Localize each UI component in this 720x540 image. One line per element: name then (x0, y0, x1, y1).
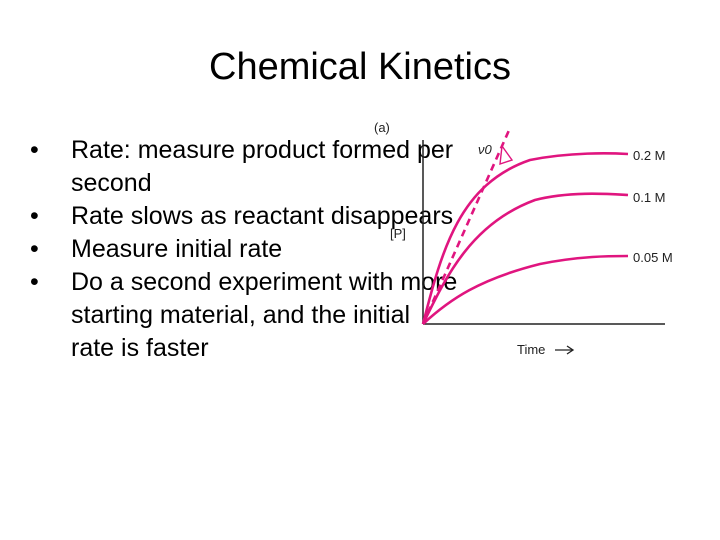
panel-label: (a) (374, 120, 390, 135)
curve-0.05 (422, 254, 629, 325)
curve-label-0.2: 0.2 M (633, 148, 666, 163)
bullet-list: Rate: measure product formed per second … (30, 134, 460, 365)
tangent-label: ν0 (478, 142, 493, 157)
curve-label-0.05: 0.05 M (633, 250, 673, 265)
curve-label-0.1: 0.1 M (633, 190, 666, 205)
bullet-item: Measure initial rate (30, 233, 460, 266)
bullet-item: Rate slows as reactant disappears (30, 200, 460, 233)
tangent-slope-marker (499, 144, 514, 166)
curve-0.2 (421, 152, 629, 325)
curve-0.1 (421, 192, 629, 325)
slide-title: Chemical Kinetics (209, 46, 511, 88)
x-axis-label: Time (517, 342, 545, 357)
x-axis-arrow-icon (555, 345, 575, 355)
bullet-item: Do a second experiment with more startin… (30, 266, 460, 365)
bullet-item: Rate: measure product formed per second (30, 134, 460, 200)
initial-rate-tangent (421, 127, 512, 325)
kinetics-figure: (a) [P] Time ν0 0.2 M 0.1 M 0.05 M (374, 120, 673, 357)
y-axis-label: [P] (390, 226, 406, 241)
